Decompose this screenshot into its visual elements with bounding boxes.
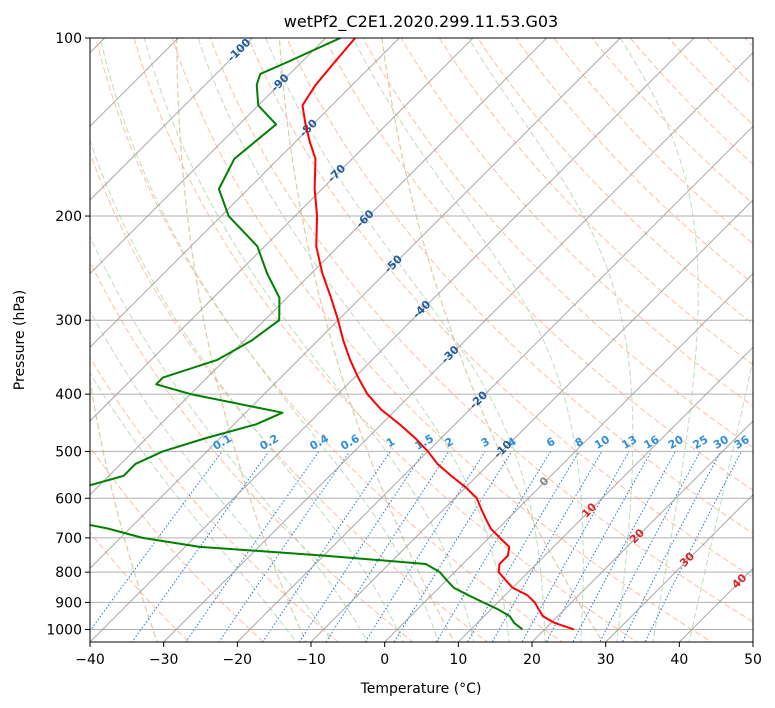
y-tick-label: 600 (55, 491, 82, 507)
dry-adiabat (133, 38, 638, 642)
x-tick-label: −20 (223, 652, 253, 668)
y-tick-label: 200 (55, 209, 82, 225)
dry-adiabat (324, 38, 753, 491)
x-tick-label: 50 (744, 652, 762, 668)
dry-adiabat (476, 38, 753, 325)
isotherm-line (310, 199, 753, 642)
x-axis: −40 −30 −20 −10 0 10 20 30 40 50 (75, 642, 762, 668)
x-tick-label: −40 (75, 652, 105, 668)
dry-adiabat (171, 38, 713, 642)
theta-e-curves (90, 38, 604, 642)
x-tick-label: −30 (149, 652, 179, 668)
isotherm-line (90, 38, 253, 201)
dry-adiabat (209, 38, 753, 623)
y-tick-label: 300 (55, 313, 82, 329)
isobar-gridlines (90, 38, 753, 630)
theta-e-curve (90, 376, 159, 642)
dry-adiabat (90, 151, 489, 642)
y-tick-label: 1000 (46, 622, 82, 638)
dry-adiabats (90, 38, 753, 642)
dry-adiabat (400, 38, 753, 407)
x-tick-label: 40 (670, 652, 688, 668)
y-tick-label: 100 (55, 31, 82, 47)
isotherm-line (236, 125, 753, 642)
x-tick-label: 30 (597, 652, 615, 668)
sounding-profiles (90, 38, 575, 631)
x-tick-label: 10 (449, 652, 467, 668)
isotherm-line (605, 493, 753, 642)
dry-adiabat (515, 38, 753, 285)
x-tick-label: −10 (296, 652, 326, 668)
isotherm-line (90, 38, 548, 496)
dewpoint-profile (90, 38, 524, 631)
theta-e-curve (278, 38, 456, 642)
y-tick-label: 900 (55, 595, 82, 611)
x-tick-label: 20 (523, 652, 541, 668)
isotherm-line (90, 38, 327, 275)
plot-frame (89, 37, 754, 643)
y-axis-title: Pressure (hPa) (12, 290, 28, 390)
isotherm-line (90, 38, 621, 570)
isotherm-line (163, 51, 753, 642)
x-axis-title: Temperature (°C) (360, 681, 482, 697)
isotherm-line (531, 420, 753, 642)
isotherm-line (90, 38, 474, 422)
isotherm-line (384, 272, 753, 642)
dry-adiabat (90, 445, 265, 642)
dry-adiabat (90, 260, 414, 642)
y-tick-label: 800 (55, 565, 82, 581)
theta-e-curve (176, 38, 307, 642)
dry-adiabat (247, 38, 753, 578)
temperature-profile (301, 38, 575, 631)
theta-e-curve (381, 38, 604, 642)
isotherm-line (90, 38, 400, 349)
isotherm-gridlines (90, 38, 753, 642)
isotherm-line (90, 38, 695, 642)
dry-adiabat (90, 356, 339, 642)
dry-adiabat (95, 38, 564, 642)
y-tick-label: 400 (55, 387, 82, 403)
chart-title: wetPf2_C2E1.2020.299.11.53.G03 (284, 12, 558, 32)
x-tick-label: 0 (380, 652, 389, 668)
y-tick-label: 500 (55, 444, 82, 460)
y-axis: 1000 900 800 700 600 500 400 300 200 100 (46, 31, 90, 638)
y-tick-label: 700 (55, 531, 82, 547)
isotherm-line (457, 346, 753, 642)
